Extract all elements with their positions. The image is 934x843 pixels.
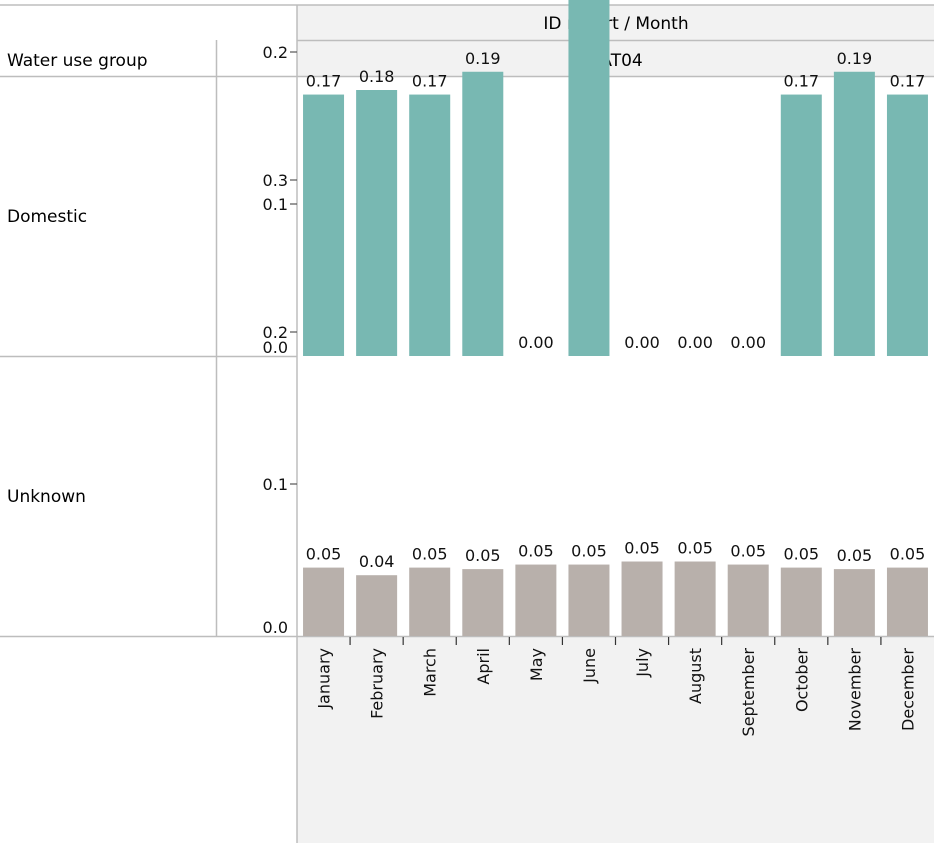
bar-domestic-october bbox=[780, 94, 822, 356]
data-label: 0.17 bbox=[412, 72, 448, 91]
y-tick-label: 0.2 bbox=[263, 43, 288, 62]
bar-unknown-november bbox=[833, 569, 875, 636]
bar-unknown-october bbox=[780, 567, 822, 636]
bar-domestic-december bbox=[886, 94, 928, 356]
x-tick-label: October bbox=[792, 648, 811, 712]
x-tick-label: November bbox=[845, 648, 864, 732]
data-label: 0.19 bbox=[465, 49, 501, 68]
x-tick-label: January bbox=[315, 648, 334, 710]
axis-area-background bbox=[297, 637, 934, 843]
bar-unknown-december bbox=[886, 567, 928, 636]
y-tick-label: 0.1 bbox=[263, 195, 288, 214]
data-label: 0.05 bbox=[730, 542, 766, 561]
x-tick-label: September bbox=[739, 648, 758, 737]
data-label: 0.17 bbox=[783, 72, 819, 91]
data-label: 0.05 bbox=[571, 542, 607, 561]
bar-domestic-january bbox=[303, 94, 345, 356]
header-column-band bbox=[297, 41, 934, 77]
bar-unknown-april bbox=[462, 569, 504, 636]
data-label: 0.00 bbox=[518, 333, 554, 352]
x-tick-label: March bbox=[421, 648, 440, 697]
data-label: 0.00 bbox=[624, 333, 660, 352]
chart-panels: 0.00.10.20.30.170.180.170.190.000.320.00… bbox=[263, 0, 928, 637]
bar-unknown-january bbox=[303, 567, 345, 636]
row-label-domestic: Domestic bbox=[7, 207, 87, 227]
data-label: 0.17 bbox=[890, 72, 926, 91]
data-label: 0.19 bbox=[837, 49, 873, 68]
bar-unknown-september bbox=[727, 564, 769, 636]
data-label: 0.05 bbox=[518, 542, 554, 561]
data-label: 0.17 bbox=[306, 72, 342, 91]
y-tick-label: 0.2 bbox=[263, 323, 288, 342]
x-tick-label: April bbox=[474, 648, 493, 685]
bar-unknown-june bbox=[568, 564, 610, 636]
data-label: 0.05 bbox=[412, 545, 448, 564]
row-label-unknown: Unknown bbox=[7, 487, 86, 507]
header-top-band bbox=[297, 5, 934, 40]
y-tick-label: 0.0 bbox=[263, 618, 288, 637]
x-tick-label: June bbox=[580, 648, 599, 684]
data-label: 0.05 bbox=[783, 545, 819, 564]
data-label: 0.05 bbox=[465, 546, 501, 565]
x-tick-label: February bbox=[368, 648, 387, 719]
x-tick-label: December bbox=[898, 648, 917, 731]
x-axis: January February March April May June July Augu… bbox=[315, 637, 917, 737]
data-label: 0.18 bbox=[359, 67, 395, 86]
bar-unknown-august bbox=[674, 561, 716, 636]
bar-domestic-june bbox=[568, 0, 610, 356]
x-tick-label: August bbox=[686, 648, 705, 704]
bar-unknown-may bbox=[515, 564, 557, 636]
panel-domestic: 0.00.10.20.30.170.180.170.190.000.320.00… bbox=[263, 0, 928, 357]
bar-unknown-february bbox=[356, 575, 398, 636]
data-label: 0.00 bbox=[677, 333, 713, 352]
bar-domestic-march bbox=[409, 94, 451, 356]
y-tick-label: 0.1 bbox=[263, 475, 288, 494]
bar-domestic-april bbox=[462, 71, 504, 356]
bar-domestic-november bbox=[833, 71, 875, 356]
data-label: 0.00 bbox=[730, 333, 766, 352]
y-tick-label: 0.3 bbox=[263, 171, 288, 190]
panel-unknown: 0.0 0.1 0.2 0.3 0.05 0.04 0.05 0.05 0.05 0.05 0.05… bbox=[263, 171, 928, 637]
row-group-header: Water use group bbox=[7, 51, 148, 71]
bar-unknown-july bbox=[621, 561, 663, 636]
bar-domestic-february bbox=[356, 90, 398, 356]
x-tick-label: May bbox=[527, 648, 546, 681]
header-top-label: ID report / Month bbox=[543, 14, 688, 34]
data-label: 0.04 bbox=[359, 552, 395, 571]
bar-unknown-march bbox=[409, 567, 451, 636]
data-label: 0.05 bbox=[624, 539, 660, 558]
data-label: 0.05 bbox=[890, 545, 926, 564]
data-label: 0.05 bbox=[677, 539, 713, 558]
x-tick-label: July bbox=[633, 648, 652, 678]
data-label: 0.05 bbox=[306, 545, 342, 564]
data-label: 0.05 bbox=[837, 546, 873, 565]
y-tick-label: 0.0 bbox=[263, 338, 288, 357]
